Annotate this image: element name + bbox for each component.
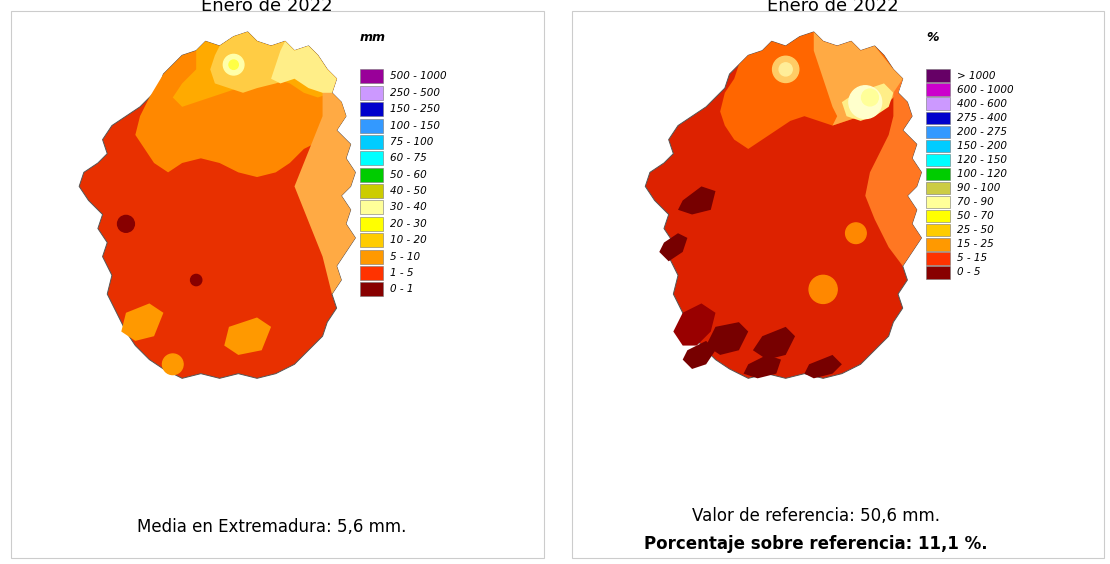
Text: 0 - 1: 0 - 1: [391, 284, 414, 294]
FancyBboxPatch shape: [926, 140, 949, 152]
Polygon shape: [841, 83, 894, 121]
FancyBboxPatch shape: [360, 283, 383, 297]
Title: Precipitación Mensual
Enero de 2022: Precipitación Mensual Enero de 2022: [168, 0, 365, 15]
Text: 25 - 50: 25 - 50: [957, 225, 993, 235]
Text: mm: mm: [360, 30, 386, 43]
FancyBboxPatch shape: [926, 266, 949, 279]
FancyBboxPatch shape: [360, 266, 383, 280]
Text: 0 - 5: 0 - 5: [957, 267, 980, 277]
Polygon shape: [814, 32, 902, 126]
Polygon shape: [645, 32, 921, 378]
Text: 75 - 100: 75 - 100: [391, 137, 434, 147]
Polygon shape: [866, 79, 921, 266]
FancyBboxPatch shape: [360, 217, 383, 231]
Text: 600 - 1000: 600 - 1000: [957, 85, 1013, 95]
Polygon shape: [805, 355, 841, 378]
Text: 150 - 250: 150 - 250: [391, 104, 441, 114]
Circle shape: [809, 275, 837, 303]
Circle shape: [861, 89, 878, 106]
Circle shape: [849, 86, 881, 118]
Text: 60 - 75: 60 - 75: [391, 153, 427, 164]
Text: 50 - 70: 50 - 70: [957, 211, 993, 221]
FancyBboxPatch shape: [926, 153, 949, 166]
Text: 250 - 500: 250 - 500: [391, 88, 441, 98]
Text: 70 - 90: 70 - 90: [957, 197, 993, 207]
FancyBboxPatch shape: [360, 233, 383, 247]
Title: Porcentaje sobre Precipitación Mensual
Enero de 2022: Porcentaje sobre Precipitación Mensual E…: [656, 0, 1009, 15]
FancyBboxPatch shape: [360, 200, 383, 214]
Polygon shape: [678, 187, 716, 214]
Text: 5 - 10: 5 - 10: [391, 252, 421, 262]
Polygon shape: [720, 32, 902, 149]
Polygon shape: [674, 303, 716, 346]
FancyBboxPatch shape: [926, 83, 949, 96]
Polygon shape: [744, 355, 781, 378]
Circle shape: [162, 354, 183, 374]
Text: 10 - 20: 10 - 20: [391, 235, 427, 245]
FancyBboxPatch shape: [926, 112, 949, 124]
Polygon shape: [683, 341, 716, 369]
Circle shape: [223, 54, 244, 75]
Text: 90 - 100: 90 - 100: [957, 183, 1000, 193]
Text: 200 - 275: 200 - 275: [957, 127, 1007, 137]
Polygon shape: [659, 233, 687, 261]
Text: 5 - 15: 5 - 15: [957, 253, 987, 263]
FancyBboxPatch shape: [926, 168, 949, 180]
Text: Porcentaje sobre referencia: 11,1 %.: Porcentaje sobre referencia: 11,1 %.: [644, 535, 988, 553]
Text: 1 - 5: 1 - 5: [391, 268, 414, 278]
Polygon shape: [271, 41, 336, 93]
FancyBboxPatch shape: [360, 250, 383, 263]
Polygon shape: [753, 327, 795, 360]
Circle shape: [779, 63, 793, 76]
Text: 40 - 50: 40 - 50: [391, 186, 427, 196]
Text: 275 - 400: 275 - 400: [957, 113, 1007, 123]
Polygon shape: [121, 303, 163, 341]
FancyBboxPatch shape: [926, 196, 949, 209]
FancyBboxPatch shape: [926, 69, 949, 82]
Text: %: %: [926, 30, 939, 43]
Text: > 1000: > 1000: [957, 70, 995, 81]
FancyBboxPatch shape: [360, 102, 383, 116]
Polygon shape: [706, 322, 748, 355]
Circle shape: [118, 215, 134, 232]
Text: 400 - 600: 400 - 600: [957, 99, 1007, 109]
Text: Media en Extremadura: 5,6 mm.: Media en Extremadura: 5,6 mm.: [138, 518, 406, 536]
FancyBboxPatch shape: [926, 252, 949, 265]
Polygon shape: [173, 32, 336, 107]
FancyBboxPatch shape: [926, 126, 949, 138]
Text: 100 - 150: 100 - 150: [391, 121, 441, 130]
FancyBboxPatch shape: [360, 69, 383, 83]
Text: 30 - 40: 30 - 40: [391, 202, 427, 213]
FancyBboxPatch shape: [360, 151, 383, 165]
Text: 20 - 30: 20 - 30: [391, 219, 427, 229]
Circle shape: [191, 275, 202, 285]
Text: 120 - 150: 120 - 150: [957, 155, 1007, 165]
FancyBboxPatch shape: [926, 98, 949, 110]
Text: 100 - 120: 100 - 120: [957, 169, 1007, 179]
Circle shape: [229, 60, 239, 69]
FancyBboxPatch shape: [360, 135, 383, 149]
FancyBboxPatch shape: [926, 210, 949, 222]
Polygon shape: [210, 32, 317, 93]
FancyBboxPatch shape: [926, 182, 949, 195]
Text: 500 - 1000: 500 - 1000: [391, 72, 447, 81]
Circle shape: [846, 223, 866, 244]
Text: 150 - 200: 150 - 200: [957, 141, 1007, 151]
Polygon shape: [135, 32, 346, 177]
FancyBboxPatch shape: [360, 168, 383, 182]
Text: 50 - 60: 50 - 60: [391, 170, 427, 180]
FancyBboxPatch shape: [926, 224, 949, 236]
Polygon shape: [294, 69, 355, 294]
Polygon shape: [79, 32, 355, 378]
Circle shape: [773, 56, 799, 82]
FancyBboxPatch shape: [360, 86, 383, 100]
Text: Valor de referencia: 50,6 mm.: Valor de referencia: 50,6 mm.: [692, 507, 940, 525]
Text: 15 - 25: 15 - 25: [957, 239, 993, 249]
Polygon shape: [224, 318, 271, 355]
FancyBboxPatch shape: [926, 238, 949, 250]
FancyBboxPatch shape: [360, 118, 383, 133]
FancyBboxPatch shape: [360, 184, 383, 198]
